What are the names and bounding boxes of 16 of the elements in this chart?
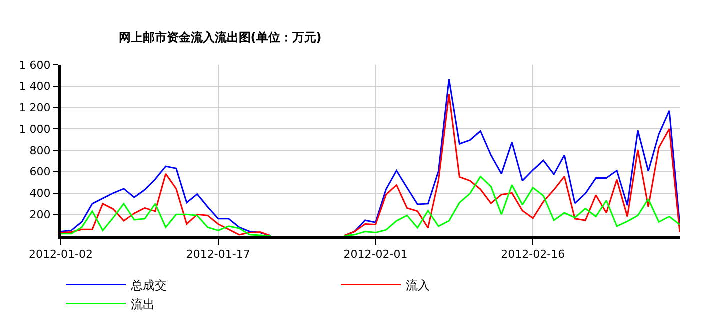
x-tick-label: 2012-02-16 bbox=[501, 248, 566, 262]
x-tick-label: 2012-02-01 bbox=[344, 248, 408, 262]
chart-title: 网上邮市资金流入流出图(单位：万元) bbox=[118, 30, 322, 44]
legend-label: 流入 bbox=[406, 278, 430, 292]
x-tick-label: 2012-01-02 bbox=[29, 248, 93, 262]
y-tick-label: 1 400 bbox=[19, 80, 51, 94]
legend-label: 总成交 bbox=[130, 278, 167, 292]
legend-label: 流出 bbox=[131, 297, 155, 312]
y-tick-label: 1 600 bbox=[19, 58, 51, 72]
y-tick-label: 600 bbox=[30, 166, 51, 179]
x-tick-label: 2012-01-17 bbox=[186, 248, 250, 262]
y-tick-label: 800 bbox=[30, 144, 51, 158]
y-tick-label: 1 200 bbox=[19, 102, 51, 115]
y-tick-label: 1 000 bbox=[19, 122, 51, 136]
y-tick-label: 400 bbox=[30, 187, 51, 200]
y-tick-label: 200 bbox=[30, 208, 51, 222]
